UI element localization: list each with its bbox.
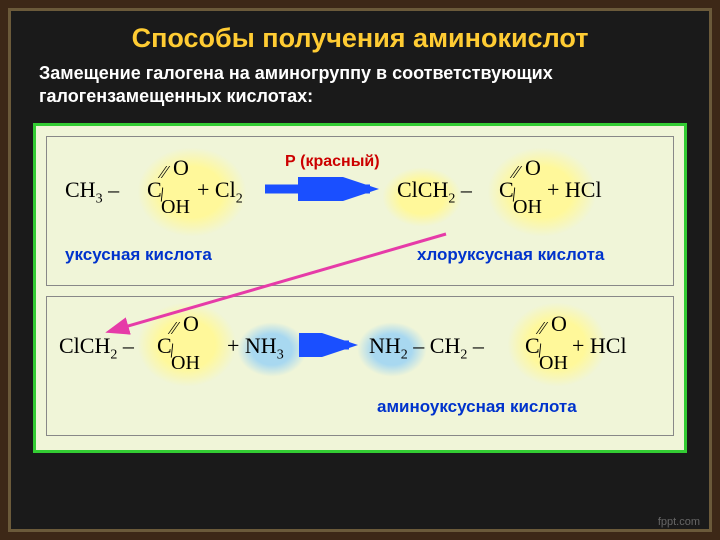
text: – [467, 333, 484, 358]
formula-cooh: C ⁄⁄ O \ OH [525, 321, 561, 369]
product-label: хлоруксусная кислота [417, 245, 604, 265]
text: ⁄⁄ [171, 319, 177, 337]
formula-plus: + Cl2 [197, 179, 243, 206]
product-label: аминоуксусная кислота [377, 397, 577, 417]
formula-plus: + HCl [572, 335, 627, 357]
formula-cooh: C ⁄⁄ O \ OH [499, 165, 535, 213]
arrow-icon [299, 333, 364, 357]
slide-frame: Способы получения аминокислот Замещение … [8, 8, 712, 532]
text: OH [171, 353, 200, 373]
text: + NH [227, 333, 277, 358]
arrow-icon [265, 177, 385, 201]
slide-subtitle: Замещение галогена на аминогруппу в соот… [33, 62, 687, 109]
arrow-icon [96, 226, 466, 346]
formula-plus: + HCl [547, 179, 602, 201]
text: ⁄⁄ [539, 319, 545, 337]
text: 2 [236, 191, 243, 206]
slide-title: Способы получения аминокислот [33, 23, 687, 54]
reactant-label: уксусная кислота [65, 245, 212, 265]
text: O [183, 313, 199, 335]
text: – [455, 177, 472, 202]
formula-product: ClCH2 – [397, 179, 472, 206]
text: O [551, 313, 567, 335]
text: ClCH [397, 177, 448, 202]
text: OH [161, 197, 190, 217]
text: NH [369, 333, 401, 358]
text: – [103, 177, 120, 202]
text: CH [65, 177, 96, 202]
text: 3 [277, 347, 284, 362]
formula-product: NH2 – CH2 – [369, 335, 484, 362]
footer-attribution: fppt.com [658, 516, 700, 528]
catalyst-label: Р (красный) [285, 153, 380, 171]
text: ⁄⁄ [161, 163, 167, 181]
text: OH [539, 353, 568, 373]
text: + Cl [197, 177, 236, 202]
text: ClCH [59, 333, 110, 358]
text: OH [513, 197, 542, 217]
formula-cooh: C ⁄⁄ O \ OH [157, 321, 193, 369]
text: + HCl [572, 333, 627, 358]
formula-reactant1: CH3 – [65, 179, 119, 206]
text: – [117, 333, 134, 358]
text: O [173, 157, 189, 179]
text: 3 [96, 191, 103, 206]
text: ⁄⁄ [513, 163, 519, 181]
text: 2 [401, 347, 408, 362]
text: + HCl [547, 177, 602, 202]
reaction-panel: CH3 – C ⁄⁄ O \ OH + Cl2 Р (красный) [33, 123, 687, 453]
formula-cooh: C ⁄⁄ O \ OH [147, 165, 183, 213]
text: – CH [408, 333, 461, 358]
text: O [525, 157, 541, 179]
formula-reactant1: ClCH2 – [59, 335, 134, 362]
formula-plus: + NH3 [227, 335, 284, 362]
